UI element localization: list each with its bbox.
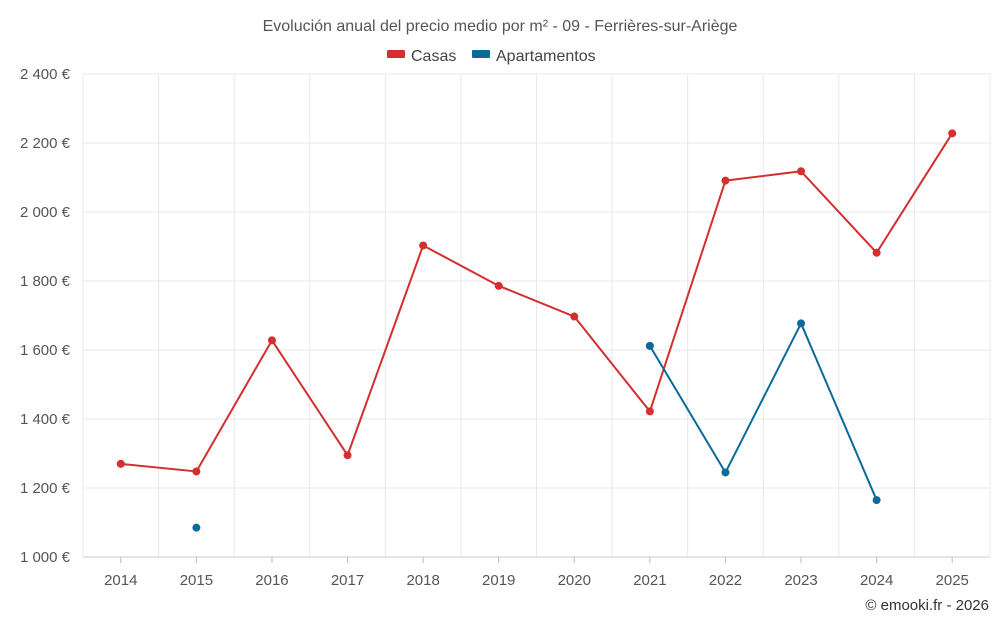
data-point-casas-2014[interactable] [116,459,125,468]
axes: 1 000 € 1 200 € 1 400 € 1 600 € 1 800 € 2 000… [20,66,990,589]
series-casas [116,129,957,476]
data-point-casas-2016[interactable] [267,336,276,345]
data-point-casas-2022[interactable] [721,176,730,185]
y-tick-label: 1 800 € [20,273,71,290]
data-point-casas-2015[interactable] [192,467,201,476]
x-tick-label: 2025 [936,572,969,589]
data-point-apartamentos-2015[interactable] [192,523,201,532]
gridlines [82,73,991,557]
series-apartamentos [192,319,881,532]
chart-title: Evolución anual del precio medio por m² … [263,18,738,35]
series-line-casas [120,132,954,473]
legend-swatch-apartamentos [472,50,490,58]
data-point-casas-2020[interactable] [570,312,579,321]
data-point-casas-2021[interactable] [645,407,654,416]
series-line-apartamentos [649,322,878,501]
x-tick-label: 2017 [331,572,364,589]
y-tick-label: 2 200 € [20,135,71,152]
x-tick-label: 2015 [180,572,213,589]
x-tick-label: 2021 [633,572,666,589]
x-tick-label: 2020 [558,572,591,589]
legend: Casas Apartamentos [387,48,596,65]
data-point-casas-2019[interactable] [494,281,503,290]
x-tick-label: 2014 [104,572,137,589]
legend-label-apartamentos: Apartamentos [496,48,596,65]
data-point-apartamentos-2021[interactable] [645,341,654,350]
x-tick-label: 2023 [784,572,817,589]
x-tick-label: 2019 [482,572,515,589]
legend-swatch-casas [387,50,405,58]
y-tick-label: 1 000 € [20,549,71,566]
x-tick-label: 2018 [406,572,439,589]
x-tick-label: 2022 [709,572,742,589]
y-tick-label: 1 400 € [20,411,71,428]
y-tick-label: 1 600 € [20,342,71,359]
legend-item-apartamentos[interactable]: Apartamentos [472,48,596,65]
y-tick-label: 2 000 € [20,204,71,221]
data-point-apartamentos-2023[interactable] [797,319,806,328]
data-point-casas-2018[interactable] [419,241,428,250]
legend-item-casas[interactable]: Casas [387,48,456,65]
data-point-casas-2017[interactable] [343,451,352,460]
x-tick-label: 2016 [255,572,288,589]
data-point-casas-2023[interactable] [797,167,806,176]
y-tick-label: 2 400 € [20,66,71,83]
credit-text: © emooki.fr - 2026 [865,597,989,614]
data-point-apartamentos-2022[interactable] [721,468,730,477]
y-tick-label: 1 200 € [20,480,71,497]
series-layer [116,129,957,532]
x-tick-label: 2024 [860,572,893,589]
legend-label-casas: Casas [411,48,456,65]
data-point-apartamentos-2024[interactable] [872,496,881,505]
data-point-casas-2024[interactable] [872,248,881,257]
data-point-casas-2025[interactable] [948,129,957,138]
